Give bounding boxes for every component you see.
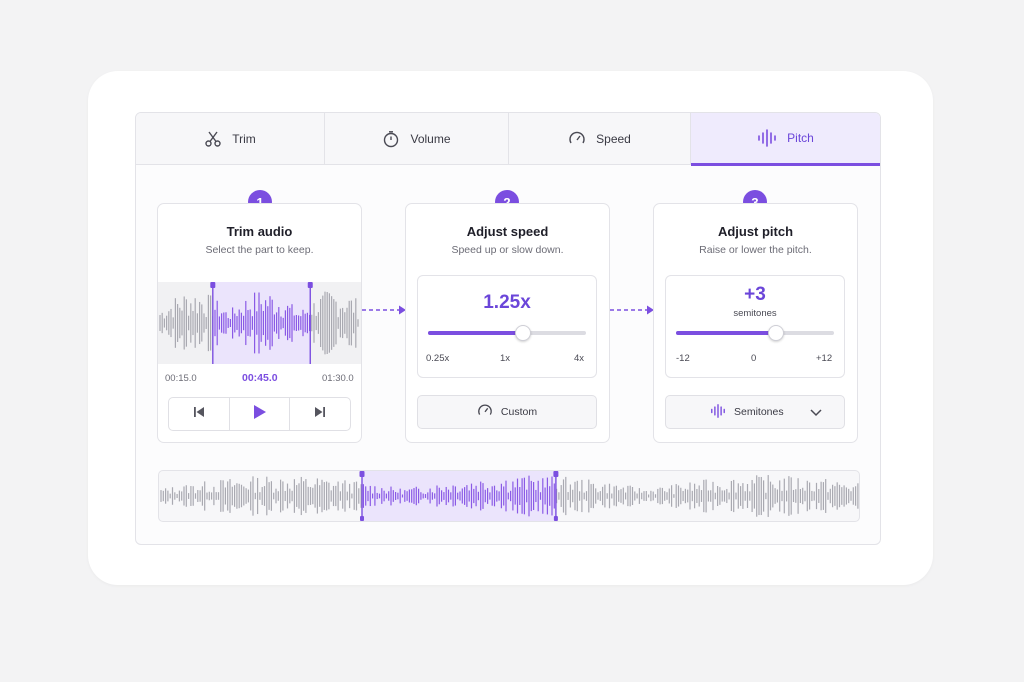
timeline-waveform[interactable] (158, 470, 860, 522)
tab-volume[interactable]: Volume (325, 113, 509, 165)
custom-label: Custom (500, 406, 538, 418)
chevron-down-icon (810, 408, 822, 420)
trim-end-time: 01:30.0 (322, 373, 354, 384)
pitch-unit: semitones (733, 308, 777, 319)
pitch-value: +3 (744, 284, 766, 305)
gauge-icon (568, 130, 586, 148)
tool-tabs: Trim Volume Speed (136, 113, 880, 166)
pitch-tick-min: -12 (676, 353, 690, 364)
pitch-control: +3 semitones -12 0 +12 (665, 275, 845, 378)
tab-label: Pitch (787, 131, 814, 145)
handle-grip[interactable] (359, 471, 365, 477)
play-icon (253, 404, 267, 425)
pitch-mode-label: Semitones (734, 406, 784, 418)
tab-label: Speed (596, 132, 631, 146)
waveform-icon (710, 403, 726, 421)
speed-tick-max: 4x (574, 353, 585, 364)
handle-grip[interactable] (553, 471, 559, 477)
timer-icon (382, 130, 400, 148)
trim-current-time: 00:45.0 (242, 372, 278, 384)
speed-slider-handle[interactable] (514, 325, 531, 341)
handle-grip[interactable] (307, 282, 313, 288)
speed-slider-fill (428, 331, 523, 335)
speed-card: Adjust speed Speed up or slow down. 1.25… (405, 203, 610, 443)
trim-start-time: 00:15.0 (165, 373, 197, 384)
selection-region (362, 471, 556, 521)
pitch-card: Adjust pitch Raise or lower the pitch. +… (653, 203, 858, 443)
pitch-mode-select[interactable]: Semitones (665, 395, 845, 429)
tab-speed[interactable]: Speed (509, 113, 691, 165)
skip-back-button[interactable] (169, 398, 230, 430)
step-subtitle: Select the part to keep. (205, 244, 314, 256)
handle-grip[interactable] (553, 516, 558, 521)
custom-speed-button[interactable]: Custom (417, 395, 597, 429)
speed-control: 1.25x 0.25x 1x 4x (417, 275, 597, 378)
step-title: Trim audio (226, 224, 293, 239)
speed-slider[interactable] (428, 325, 586, 341)
play-button[interactable] (230, 398, 291, 430)
step-title: Adjust speed (466, 224, 549, 239)
skip-forward-icon (314, 405, 326, 423)
handle-grip[interactable] (360, 516, 364, 521)
transport-controls (168, 397, 351, 431)
pitch-slider-handle[interactable] (767, 325, 784, 341)
timeline-waveform-graphic (160, 471, 859, 521)
editor-panel: Trim Volume Speed (135, 112, 881, 545)
scissors-icon (204, 130, 222, 148)
trim-waveform-graphic (159, 282, 359, 364)
skip-forward-button[interactable] (290, 398, 350, 430)
tab-label: Volume (410, 132, 451, 146)
gauge-icon (477, 403, 493, 422)
pitch-tick-max: +12 (816, 353, 833, 364)
speed-value: 1.25x (483, 292, 531, 313)
step-subtitle: Speed up or slow down. (451, 244, 564, 256)
tab-label: Trim (232, 132, 256, 146)
pitch-slider-fill (676, 331, 776, 335)
dashed-arrow-icon (362, 305, 406, 315)
waveform-icon (757, 129, 777, 147)
speed-tick-mid: 1x (500, 353, 511, 364)
tab-pitch[interactable]: Pitch (691, 113, 880, 166)
skip-back-icon (193, 405, 205, 423)
trim-waveform[interactable] (158, 282, 361, 364)
speed-tick-min: 0.25x (426, 353, 450, 364)
pitch-slider[interactable] (676, 325, 834, 341)
step-title: Adjust pitch (717, 224, 794, 239)
tab-trim[interactable]: Trim (136, 113, 325, 165)
pitch-tick-mid: 0 (751, 353, 757, 364)
trim-card: Trim audio Select the part to keep. 00:1… (157, 203, 362, 443)
step-subtitle: Raise or lower the pitch. (699, 244, 812, 256)
dashed-arrow-icon (610, 305, 654, 315)
handle-grip[interactable] (210, 282, 216, 288)
